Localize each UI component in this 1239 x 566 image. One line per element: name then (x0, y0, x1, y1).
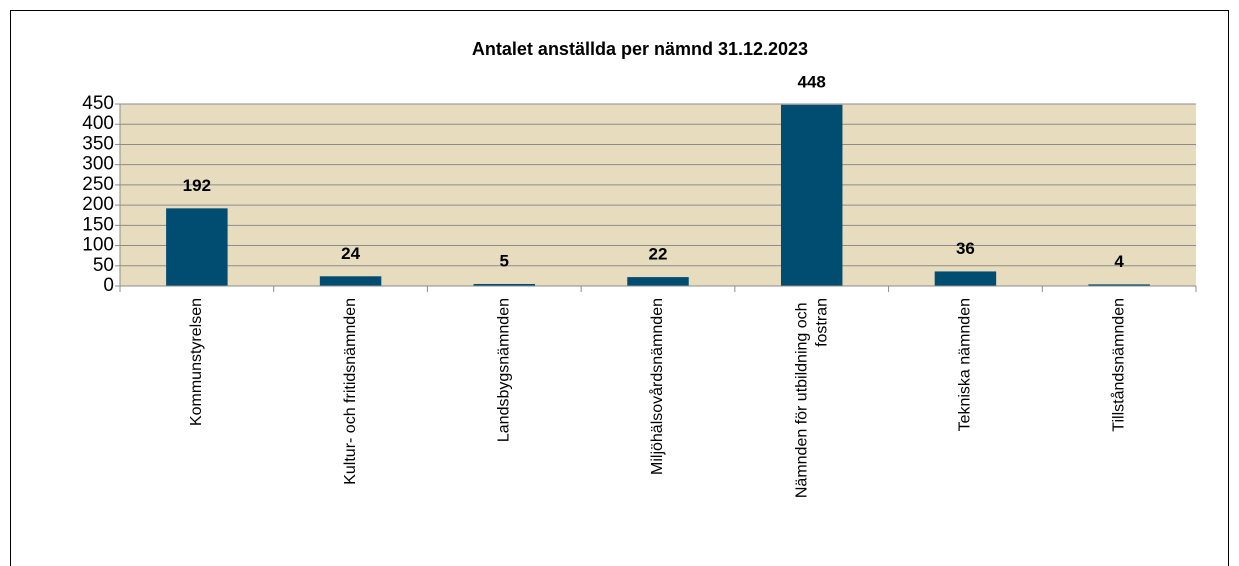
value-label: 448 (798, 72, 826, 91)
bar (473, 283, 536, 286)
bar (627, 277, 689, 286)
value-label: 36 (956, 239, 975, 258)
plot-area (120, 104, 1196, 286)
y-tick-label: 0 (103, 275, 114, 296)
bar (934, 271, 997, 286)
bar (166, 208, 228, 286)
x-tick-label: Tillståndsnämnden (1109, 298, 1127, 432)
value-label: 24 (341, 244, 360, 263)
y-tick-label: 150 (82, 214, 114, 235)
y-tick-label: 400 (82, 113, 114, 134)
y-tick-label: 50 (93, 255, 114, 276)
x-tick-label: Miljöhälsovårdsnämnden (648, 298, 666, 475)
bar (780, 104, 843, 286)
value-label: 192 (183, 176, 211, 195)
value-label: 5 (500, 251, 509, 270)
x-tick-label: Landsbygsnämnden (496, 298, 513, 442)
chart-title: Antalet anställda per nämnd 31.12.2023 (472, 39, 808, 59)
y-tick-label: 350 (82, 133, 114, 154)
bar (319, 276, 382, 286)
chart-border (10, 10, 1229, 566)
x-tick-label: Nämnden för utbildning och fostran (794, 298, 831, 498)
x-tick-label: Kultur- och fritidsnämnden (342, 298, 359, 485)
y-tick-label: 100 (82, 235, 114, 256)
y-tick-label: 450 (82, 93, 114, 114)
y-tick-label: 200 (82, 194, 114, 215)
bar (1088, 284, 1150, 286)
y-tick-label: 250 (82, 174, 114, 195)
y-tick-label: 300 (82, 154, 114, 175)
x-tick-label: Kommunstyrelsen (188, 298, 205, 426)
value-label: 22 (649, 245, 668, 264)
x-tick-label: Tekniska nämnden (957, 298, 974, 431)
value-label: 4 (1114, 252, 1124, 271)
